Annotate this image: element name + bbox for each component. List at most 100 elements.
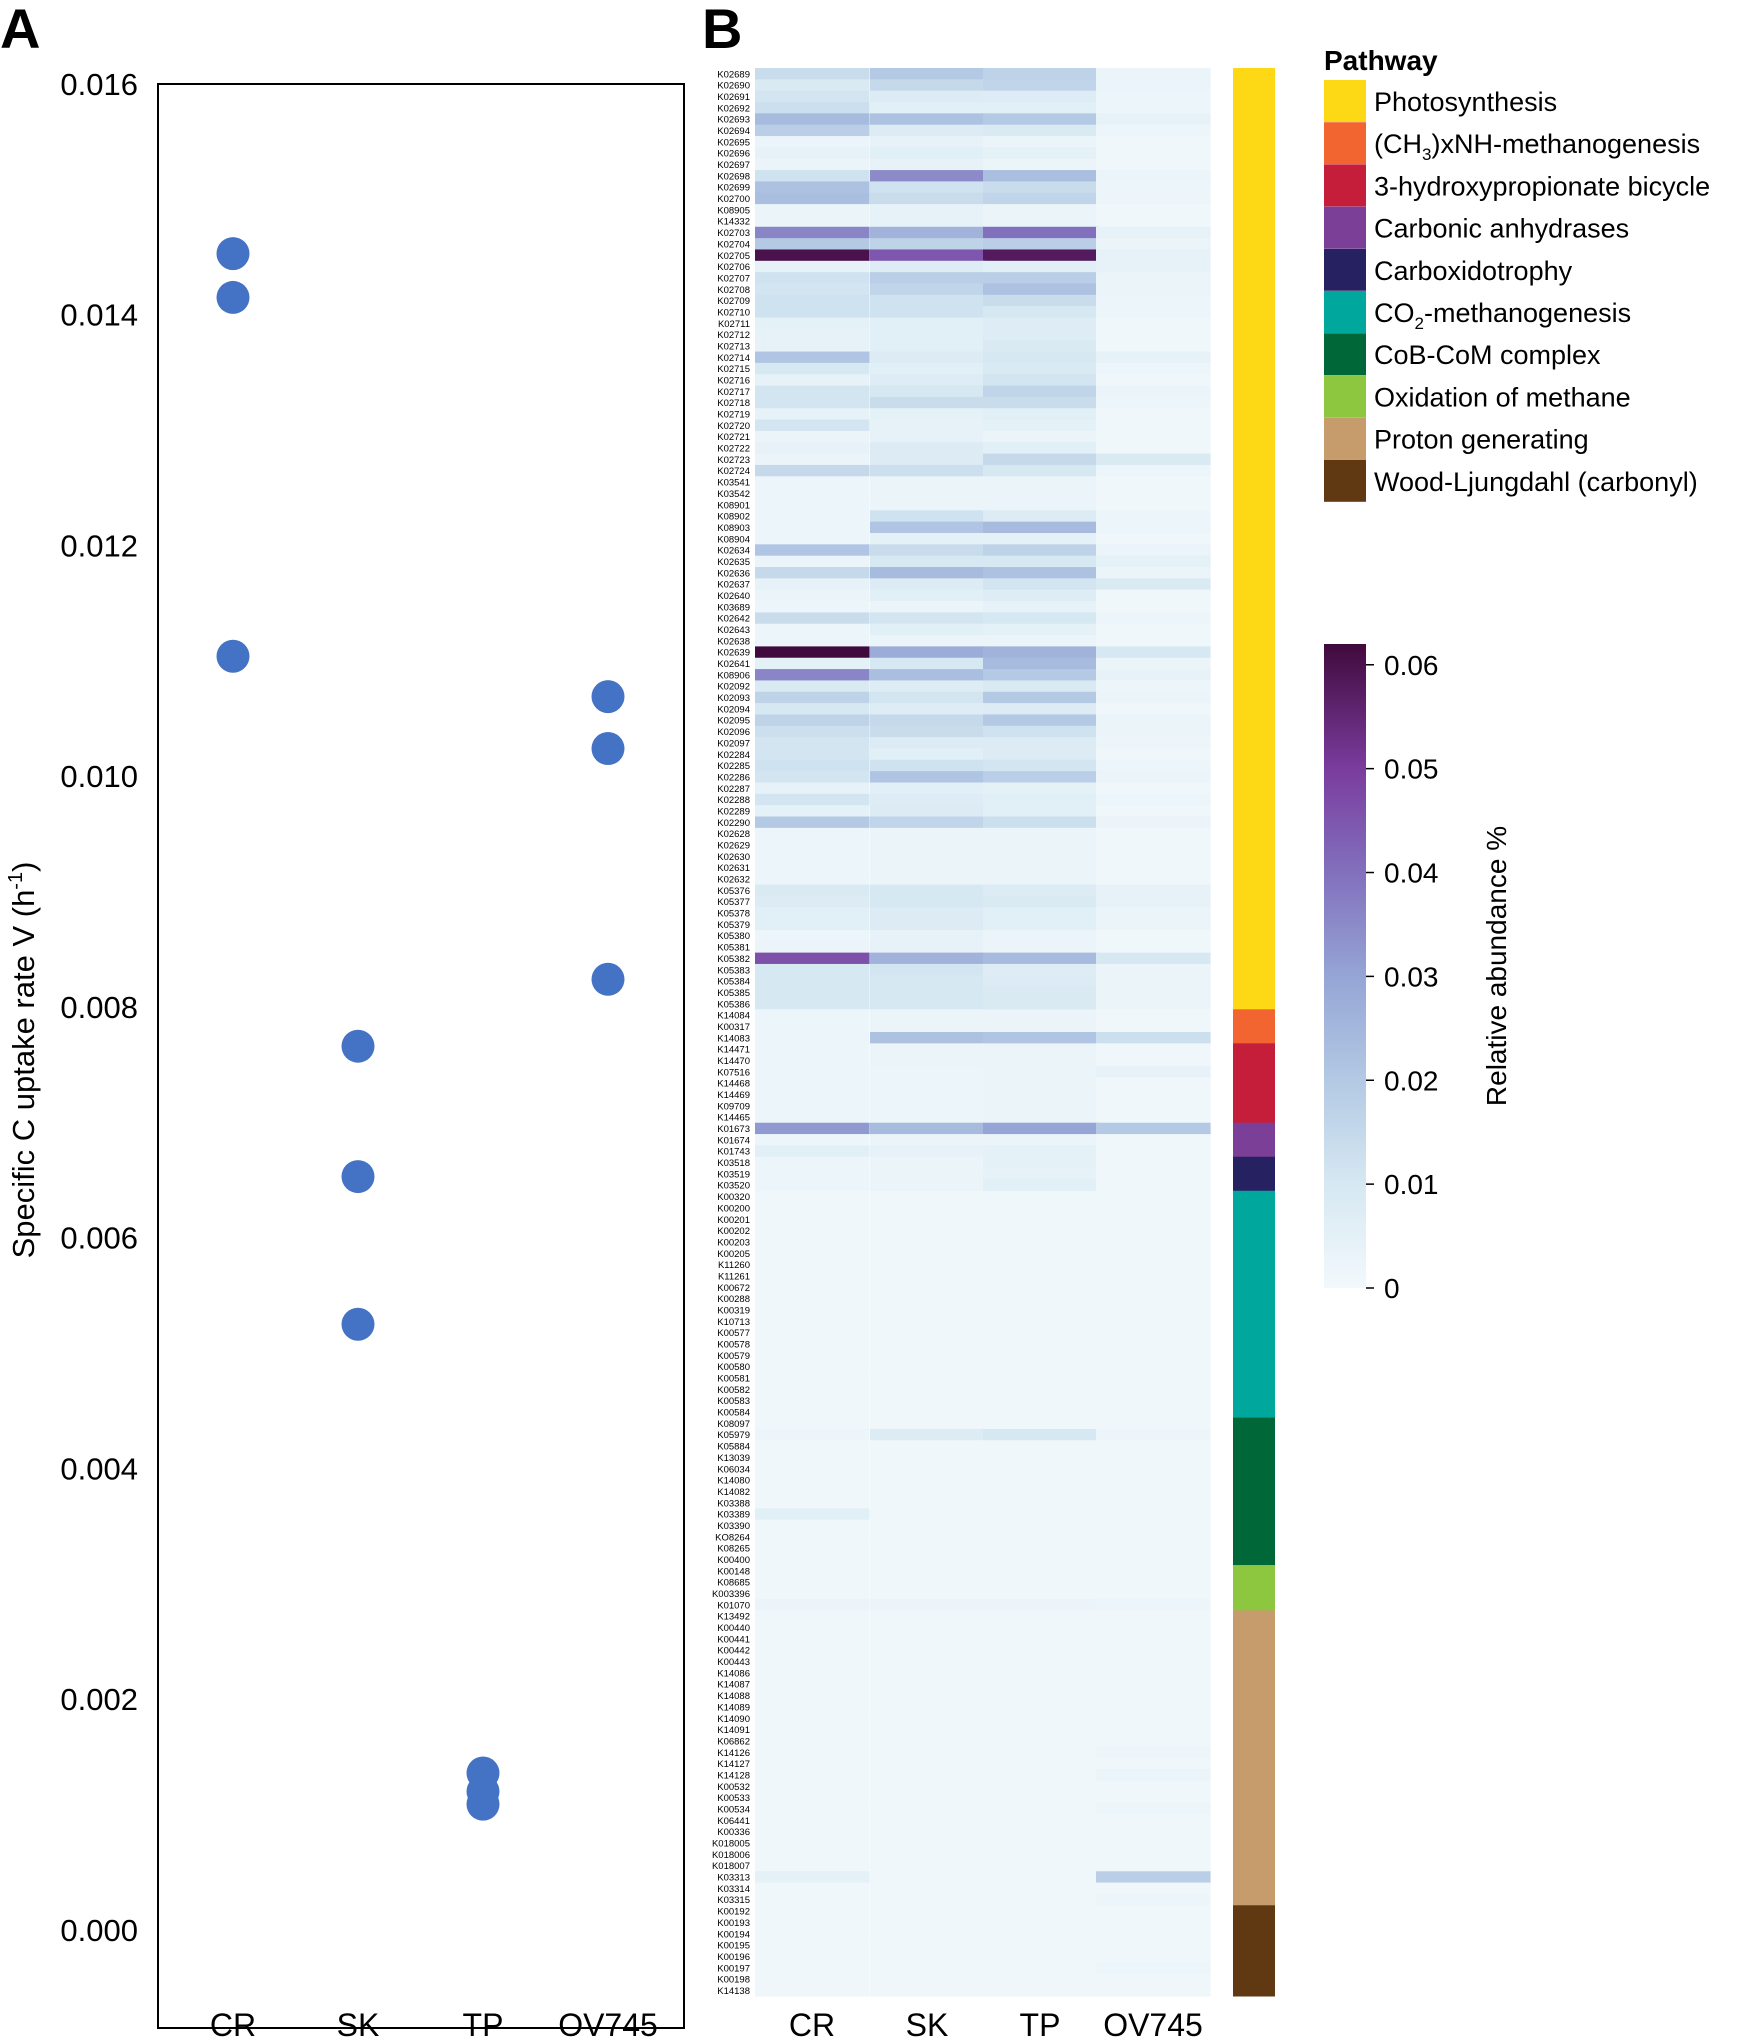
heatmap-cell (755, 952, 870, 965)
heatmap-cell (755, 1916, 870, 1929)
heatmap-cell (1096, 578, 1211, 591)
heatmap-column-labels: CR SK TP OV745 (789, 2007, 1203, 2040)
heatmap-cell (1096, 1247, 1211, 1260)
heatmap-cell (870, 1905, 985, 1918)
heatmap-cell (755, 612, 870, 625)
heatmap-cell (870, 1372, 985, 1385)
heatmap-cell (755, 1859, 870, 1872)
heatmap-row-label: K02638 (717, 636, 750, 647)
heatmap-cell (983, 1315, 1098, 1328)
heatmap-cell (983, 748, 1098, 761)
heatmap-cell (870, 272, 985, 285)
heatmap-row-label: K02097 (717, 738, 750, 749)
heatmap-row-label: K05386 (717, 999, 750, 1010)
heatmap-row-label: K00148 (717, 1566, 750, 1577)
heatmap-cell (870, 1270, 985, 1283)
heatmap-cell (983, 816, 1098, 829)
heatmap-row-label: K02719 (717, 410, 750, 421)
heatmap-cell (983, 1213, 1098, 1226)
heatmap-cell (870, 703, 985, 716)
heatmap-cell (755, 532, 870, 545)
heatmap-cell (1096, 1406, 1211, 1419)
heatmap-cell (870, 1134, 985, 1147)
heatmap-row-label: K05383 (717, 965, 750, 976)
heatmap-cell (870, 362, 985, 375)
heatmap-cell (870, 793, 985, 806)
heatmap-cell (1096, 1576, 1211, 1589)
heatmap-row-label: K00288 (717, 1294, 750, 1305)
heatmap-cell (983, 1462, 1098, 1475)
heatmap-cell (870, 79, 985, 92)
heatmap-row-label: K02284 (717, 750, 750, 761)
heatmap-row-label: K14126 (717, 1748, 750, 1759)
heatmap-cell (1096, 1837, 1211, 1850)
heatmap-cell (755, 487, 870, 500)
heatmap-cell (1096, 1292, 1211, 1305)
heatmap-cell (755, 1519, 870, 1532)
heatmap-cell (1096, 1440, 1211, 1453)
heatmap-cell (755, 408, 870, 421)
heatmap-cell (1096, 1111, 1211, 1124)
heatmap-cell (983, 771, 1098, 784)
heatmap-cell (755, 272, 870, 285)
heatmap-cell (755, 918, 870, 931)
heatmap-cell (870, 1304, 985, 1317)
heatmap-cell (755, 1326, 870, 1339)
heatmap-row-label: K09709 (717, 1101, 750, 1112)
heatmap-cell (870, 861, 985, 874)
heatmap-cell (1096, 238, 1211, 251)
heatmap-cell (870, 1633, 985, 1646)
heatmap-cell (983, 1338, 1098, 1351)
heatmap-row-label: K02092 (717, 682, 750, 693)
heatmap-cell (983, 1599, 1098, 1611)
heatmap-row-label: K02724 (717, 466, 750, 477)
heatmap-cell (755, 1009, 870, 1022)
heatmap-row-label: K02096 (717, 727, 750, 738)
heatmap-cell (870, 1610, 985, 1623)
heatmap-cell (983, 1893, 1098, 1906)
heatmap-cell (755, 1678, 870, 1691)
heatmap-cell (755, 1315, 870, 1328)
heatmap-cell (870, 1009, 985, 1022)
heatmap-cell (983, 1610, 1098, 1623)
heatmap-row-label: K02629 (717, 840, 750, 851)
heatmap-cell (983, 1496, 1098, 1509)
heatmap-cell (983, 385, 1098, 398)
scatter-y-tick-label: 0.010 (60, 759, 138, 794)
heatmap-cell (983, 498, 1098, 511)
heatmap-cell (983, 124, 1098, 137)
heatmap-cell (755, 1825, 870, 1838)
heatmap-cell (983, 68, 1098, 80)
heatmap-row-label: K02631 (717, 863, 750, 874)
heatmap-cell (755, 1553, 870, 1566)
heatmap-cell (983, 1973, 1098, 1986)
heatmap-cell (870, 1950, 985, 1963)
heatmap-cell (983, 941, 1098, 954)
heatmap-cell (1096, 827, 1211, 840)
heatmap-cell (983, 192, 1098, 205)
heatmap-cell (1096, 1190, 1211, 1203)
heatmap-cell (983, 1689, 1098, 1702)
heatmap-cell (1096, 725, 1211, 738)
heatmap-cell (755, 317, 870, 330)
heatmap-cell (983, 839, 1098, 852)
heatmap-cell (870, 226, 985, 239)
heatmap-cell (870, 1859, 985, 1872)
heatmap-cell (983, 1667, 1098, 1680)
heatmap-row-label: K06034 (717, 1464, 750, 1475)
heatmap-cell (870, 1712, 985, 1725)
heatmap-cell (983, 1168, 1098, 1181)
heatmap-cell (870, 782, 985, 795)
heatmap-row-label: K08265 (717, 1544, 750, 1555)
heatmap-cell (1096, 430, 1211, 443)
heatmap-cell (870, 1531, 985, 1543)
heatmap-cell (1096, 498, 1211, 511)
heatmap-cell (1096, 1599, 1211, 1611)
heatmap-cell (870, 1077, 985, 1090)
heatmap-cell (755, 1837, 870, 1850)
heatmap-row-label: K02708 (717, 285, 750, 296)
heatmap-cell (870, 90, 985, 103)
heatmap-cell (870, 1769, 985, 1782)
heatmap-cell (1096, 1281, 1211, 1294)
heatmap-cell (983, 340, 1098, 353)
